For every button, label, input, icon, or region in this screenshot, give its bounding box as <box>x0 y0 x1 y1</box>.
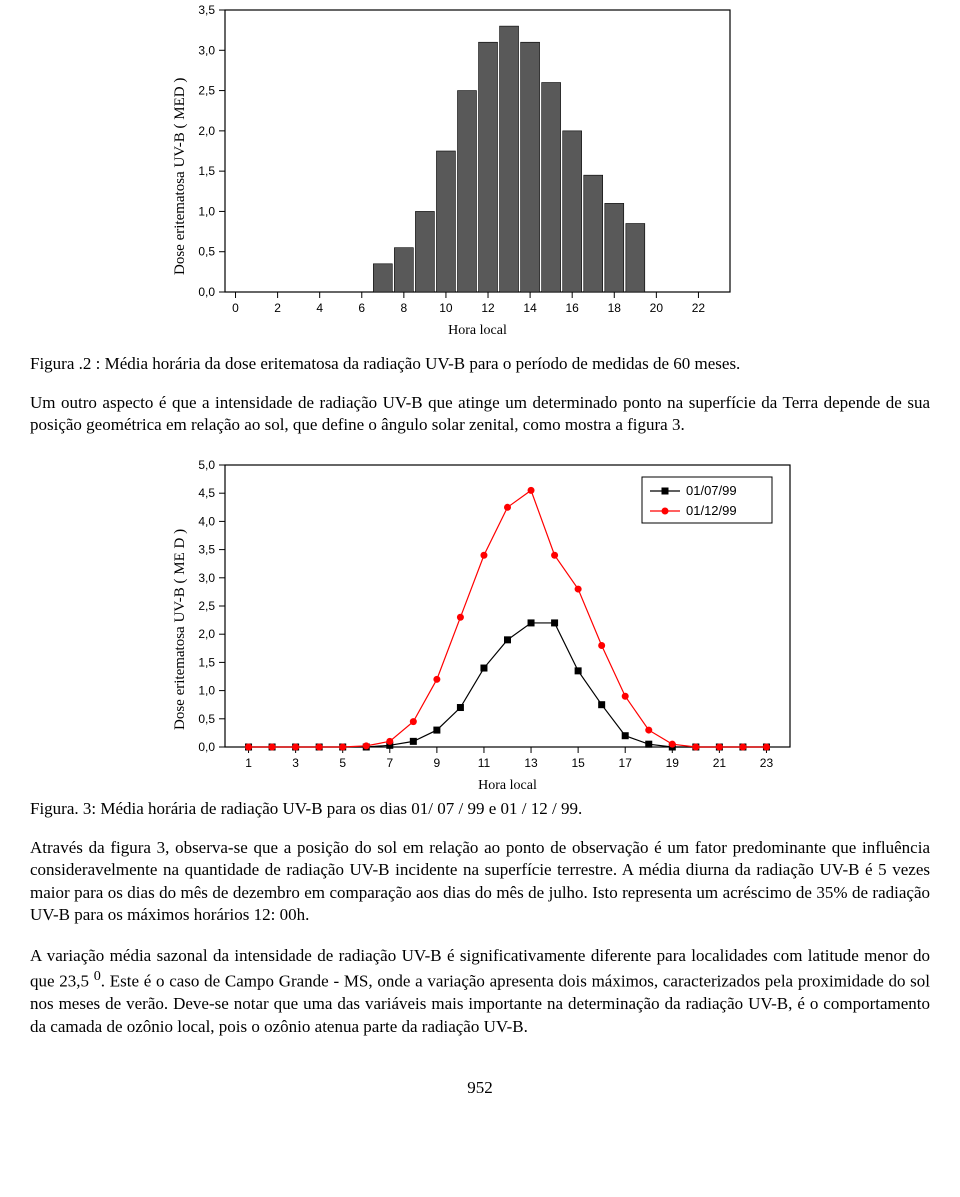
svg-text:18: 18 <box>608 301 622 315</box>
svg-text:0,5: 0,5 <box>198 245 215 259</box>
paragraph-1: Um outro aspecto é que a intensidade de … <box>30 392 930 437</box>
svg-text:3,5: 3,5 <box>198 542 215 556</box>
svg-text:7: 7 <box>386 756 393 770</box>
svg-text:4,0: 4,0 <box>198 514 215 528</box>
svg-text:3,0: 3,0 <box>198 571 215 585</box>
para3-superscript: 0 <box>94 968 101 984</box>
svg-text:5,0: 5,0 <box>198 458 215 472</box>
svg-text:2: 2 <box>274 301 281 315</box>
svg-text:0: 0 <box>232 301 239 315</box>
figure-2-bar-chart: Dose eritematosa UV-B ( MED ) 0,00,51,01… <box>180 0 930 340</box>
svg-text:12: 12 <box>481 301 495 315</box>
svg-text:1,0: 1,0 <box>198 683 215 697</box>
chart1-ylabel: Dose eritematosa UV-B ( MED ) <box>172 78 189 275</box>
svg-text:8: 8 <box>401 301 408 315</box>
svg-text:22: 22 <box>692 301 706 315</box>
svg-text:17: 17 <box>619 756 633 770</box>
svg-text:4,5: 4,5 <box>198 486 215 500</box>
page-number: 952 <box>30 1078 930 1098</box>
svg-text:3: 3 <box>292 756 299 770</box>
para3-part-b: . Este é o caso de Campo Grande - MS, on… <box>30 972 930 1036</box>
figure-2-caption: Figura .2 : Média horária da dose eritem… <box>30 354 930 374</box>
svg-text:6: 6 <box>358 301 365 315</box>
svg-text:0,0: 0,0 <box>198 285 215 299</box>
svg-text:01/07/99: 01/07/99 <box>686 483 737 498</box>
svg-text:20: 20 <box>650 301 664 315</box>
paragraph-2: Através da figura 3, observa-se que a po… <box>30 837 930 927</box>
svg-text:3,0: 3,0 <box>198 43 215 57</box>
svg-text:23: 23 <box>760 756 774 770</box>
svg-text:9: 9 <box>434 756 441 770</box>
svg-text:2,0: 2,0 <box>198 124 215 138</box>
chart2-ylabel: Dose eritematosa UV-B ( ME D ) <box>172 529 189 730</box>
svg-text:Hora local: Hora local <box>478 778 537 793</box>
svg-text:4: 4 <box>316 301 323 315</box>
svg-text:2,5: 2,5 <box>198 84 215 98</box>
svg-text:13: 13 <box>524 756 538 770</box>
svg-text:16: 16 <box>566 301 580 315</box>
figure-3-caption: Figura. 3: Média horária de radiação UV-… <box>30 799 930 819</box>
paragraph-3: A variação média sazonal da intensidade … <box>30 945 930 1038</box>
svg-text:Hora local: Hora local <box>448 323 507 338</box>
figure-3-line-chart: Dose eritematosa UV-B ( ME D ) 0,00,51,0… <box>180 455 930 795</box>
svg-text:0,0: 0,0 <box>198 740 215 754</box>
svg-text:2,5: 2,5 <box>198 599 215 613</box>
svg-text:01/12/99: 01/12/99 <box>686 503 737 518</box>
svg-text:5: 5 <box>339 756 346 770</box>
svg-text:2,0: 2,0 <box>198 627 215 641</box>
svg-text:0,5: 0,5 <box>198 712 215 726</box>
svg-text:15: 15 <box>571 756 585 770</box>
svg-text:10: 10 <box>439 301 453 315</box>
svg-text:1: 1 <box>245 756 252 770</box>
svg-text:21: 21 <box>713 756 727 770</box>
svg-text:1,5: 1,5 <box>198 164 215 178</box>
svg-text:11: 11 <box>478 756 491 770</box>
svg-text:14: 14 <box>523 301 537 315</box>
svg-text:19: 19 <box>666 756 680 770</box>
svg-text:3,5: 3,5 <box>198 3 215 17</box>
svg-text:1,5: 1,5 <box>198 655 215 669</box>
svg-text:1,0: 1,0 <box>198 204 215 218</box>
